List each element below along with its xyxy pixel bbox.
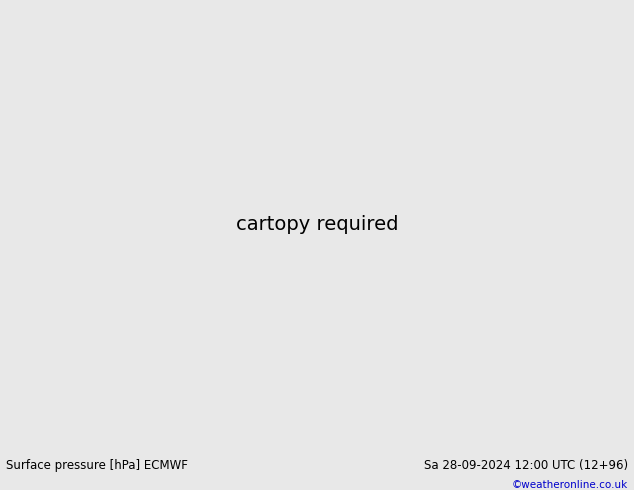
Text: ©weatheronline.co.uk: ©weatheronline.co.uk (512, 480, 628, 490)
Text: Sa 28-09-2024 12:00 UTC (12+96): Sa 28-09-2024 12:00 UTC (12+96) (424, 459, 628, 471)
Text: Surface pressure [hPa] ECMWF: Surface pressure [hPa] ECMWF (6, 459, 188, 471)
Text: cartopy required: cartopy required (236, 216, 398, 234)
